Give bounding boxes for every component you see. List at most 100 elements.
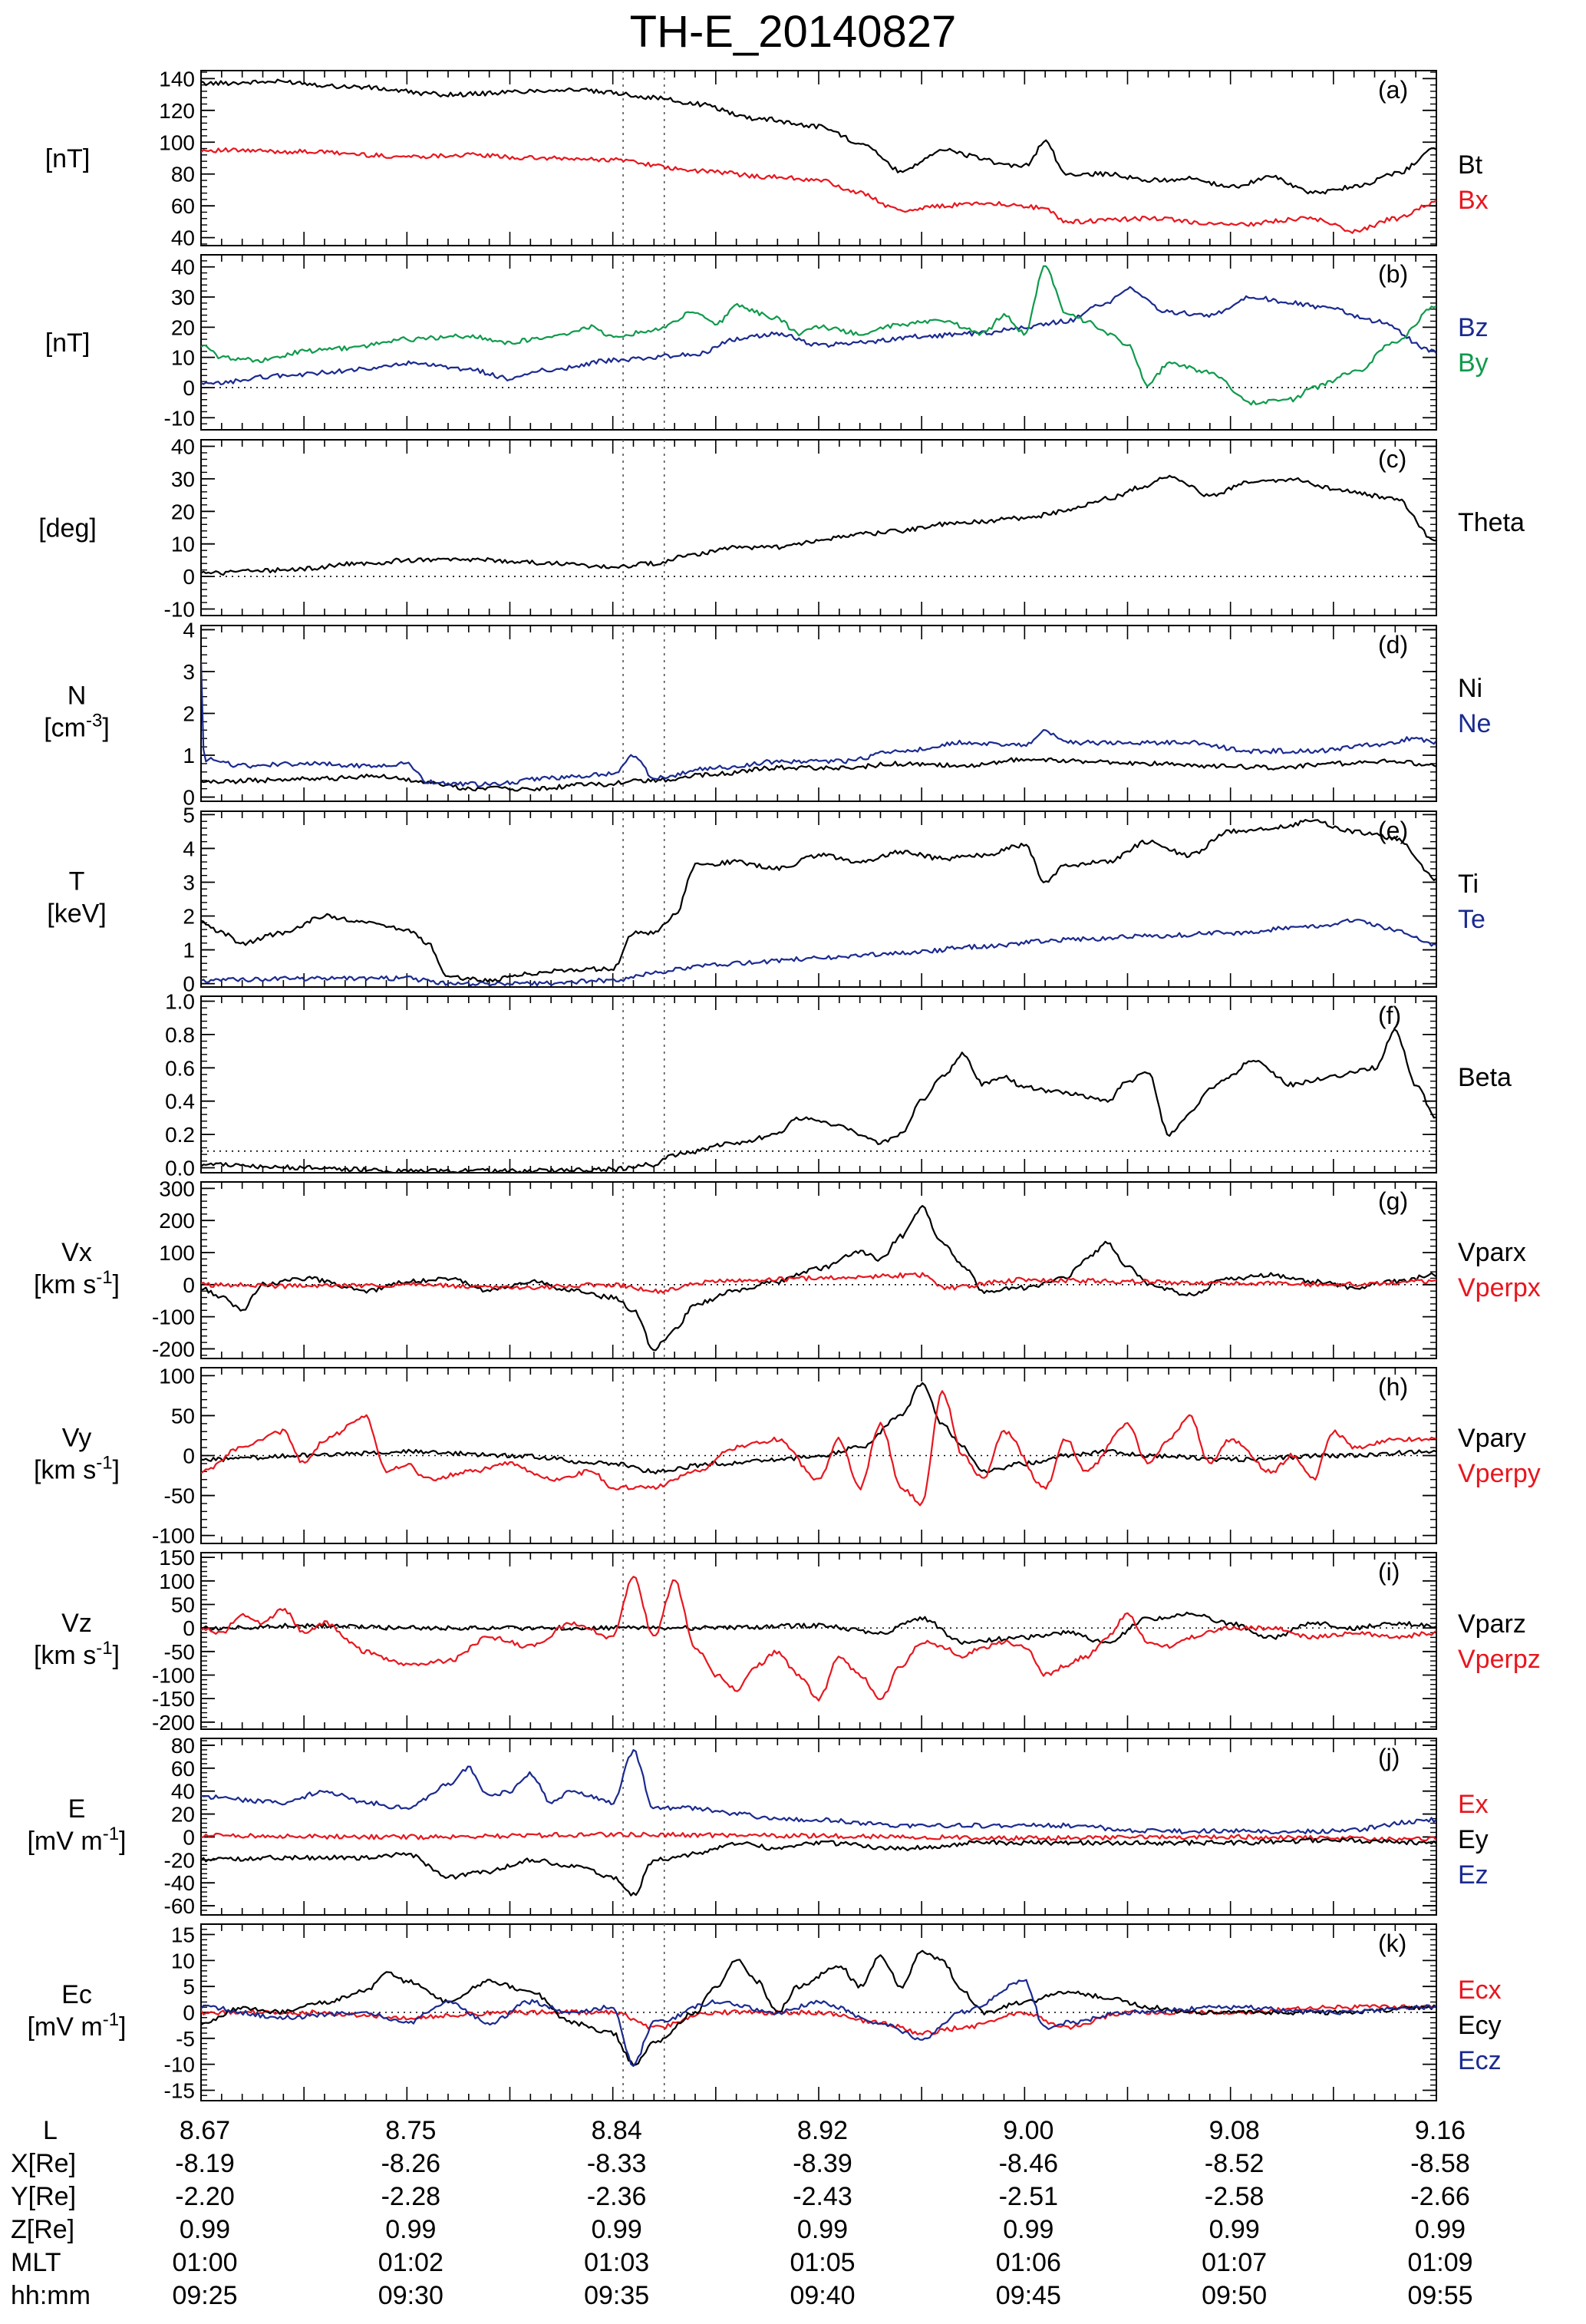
legend-Vperpz: Vperpz [1458,1645,1541,1674]
series-Vpary [201,1382,1436,1475]
footer-row-label: L [43,2116,58,2145]
footer-value: 01:03 [584,2248,649,2277]
y-tick-label: -200 [152,1711,195,1735]
y-tick-label: -150 [152,1687,195,1711]
y-tick-label: 10 [171,1949,195,1972]
y-tick-label: -50 [164,1484,195,1508]
series-Vperpy [201,1390,1436,1507]
y-tick-label: 5 [183,803,195,827]
legend-Ne: Ne [1458,709,1491,738]
panel-letter: (h) [1378,1373,1408,1401]
y-axis-unit: [cm-3] [44,710,110,743]
y-tick-label: 0 [183,786,195,810]
y-tick-label: 2 [183,702,195,726]
footer-value: 0.99 [385,2215,436,2244]
y-tick-label: 5 [183,1975,195,1999]
legend-Bz: Bz [1458,313,1489,342]
panel-frame [200,439,1437,616]
y-axis-label: [nT] [45,144,91,173]
y-tick-label: 40 [171,256,195,279]
y-tick-label: 60 [171,1757,195,1781]
y-axis-unit: [km s-1] [34,1638,120,1671]
footer-value: 0.99 [592,2215,642,2244]
series-Ti [201,819,1436,983]
y-tick-label: -100 [152,1524,195,1548]
figure-title: TH-E_20140827 [629,7,957,57]
series-Theta [201,474,1436,576]
y-axis-label: E [68,1794,86,1824]
series-Vperpz [201,1576,1436,1702]
series-Beta [201,1028,1436,1173]
footer-value: -2.43 [793,2182,852,2211]
series-Te [201,918,1436,987]
y-tick-label: 2 [183,905,195,929]
legend-Bt: Bt [1458,150,1483,180]
y-tick-label: 0.8 [165,1023,195,1047]
y-axis-unit: [km s-1] [34,1452,120,1485]
legend-Ecx: Ecx [1458,1976,1502,2005]
series-group [201,1749,1436,1897]
series-By [201,265,1436,406]
footer-row-label: Y[Re] [11,2182,76,2211]
panel-letter: (b) [1378,260,1408,288]
y-tick-label: 40 [171,1780,195,1804]
y-axis-unit: [keV] [47,900,106,929]
footer-value: -8.58 [1410,2149,1470,2178]
legend-Ecz: Ecz [1458,2046,1502,2075]
y-tick-label: -50 [164,1640,195,1664]
series-group [201,474,1436,576]
y-tick-label: 100 [159,1241,195,1265]
series-Vparx [201,1205,1436,1352]
y-tick-label: 100 [159,130,195,154]
footer-value: -2.66 [1410,2182,1470,2211]
footer-row-label: hh:mm [11,2281,91,2310]
footer-value: 9.16 [1415,2116,1466,2145]
y-tick-label: 200 [159,1209,195,1233]
panel-letter: (e) [1378,817,1408,844]
panel-h: -100 -50 0 50 100 Vy[km s-1] (h) Vpary Vperpy [34,1364,1541,1547]
y-tick-label: 0 [183,2001,195,2025]
y-axis-label: [deg] [38,514,97,543]
series-Ne [201,659,1436,787]
y-tick-label: 150 [159,1546,195,1570]
footer-value: 8.67 [180,2116,230,2145]
series-group [201,1205,1436,1352]
y-axis-unit: [mV m-1] [27,2009,126,2042]
y-tick-label: 0 [183,376,195,400]
footer-value: 01:00 [172,2248,237,2277]
y-tick-label: 0.0 [165,1156,195,1180]
footer-value: 01:05 [790,2248,855,2277]
series-group [201,1949,1436,2067]
y-tick-label: 100 [159,1570,195,1593]
footer-row-label: X[Re] [11,2149,76,2178]
y-tick-label: 0.4 [165,1090,195,1114]
panel-letter: (g) [1378,1187,1408,1215]
panel-letter: (c) [1378,445,1406,473]
y-tick-label: 1 [183,744,195,768]
y-tick-label: 40 [171,226,195,250]
footer-value: 09:25 [172,2281,237,2310]
footer-value: -2.36 [587,2182,647,2211]
y-tick-label: 30 [171,467,195,491]
series-group [201,265,1436,406]
footer-value: 8.92 [797,2116,848,2145]
y-tick-label: 50 [171,1593,195,1616]
y-axis-label: N [68,682,87,711]
footer-value: -2.51 [999,2182,1059,2211]
footer-value: 01:09 [1407,2248,1472,2277]
y-tick-label: 0.2 [165,1123,195,1147]
series-Ecy [201,1949,1436,2067]
footer-value: -2.58 [1205,2182,1265,2211]
series-Ex [201,1831,1436,1842]
y-tick-label: 0 [183,565,195,589]
legend-Te: Te [1458,905,1485,934]
panel-letter: (j) [1378,1744,1400,1771]
y-tick-label: 3 [183,660,195,684]
panel-a: 40 60 80 100 120 140 [nT] (a) Bt Bx [45,67,1489,249]
legend-Vparz: Vparz [1458,1609,1526,1639]
series-Bx [201,147,1436,234]
y-tick-label: 4 [183,618,195,642]
